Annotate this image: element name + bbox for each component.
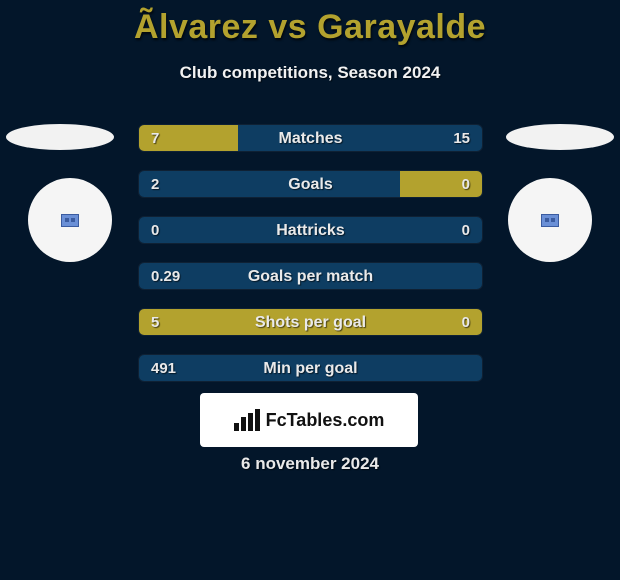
stat-value-left: 2: [139, 171, 171, 198]
stat-row: Goals2 0: [138, 170, 483, 198]
stat-metric-label: Matches: [139, 125, 482, 152]
stat-value-right: 0: [450, 171, 482, 198]
stat-value-right: 0: [450, 309, 482, 336]
stat-value-left: 0.29: [139, 263, 192, 290]
stat-metric-label: Hattricks: [139, 217, 482, 244]
bars-icon: [234, 409, 260, 431]
comparison-subtitle: Club competitions, Season 2024: [0, 63, 620, 83]
comparison-title: Ãlvarez vs Garayalde: [0, 0, 620, 47]
stat-value-left: 0: [139, 217, 171, 244]
crest-placeholder-icon: [61, 214, 79, 227]
stat-row: Min per goal491: [138, 354, 483, 382]
stat-row: Goals per match0.29: [138, 262, 483, 290]
stat-row: Matches7 15: [138, 124, 483, 152]
stat-value-left: 7: [139, 125, 171, 152]
snapshot-date: 6 november 2024: [0, 454, 620, 474]
player-photo-left: [6, 124, 114, 150]
stat-value-right: 15: [441, 125, 482, 152]
brand-label: FcTables.com: [266, 410, 385, 431]
club-crest-left: [28, 178, 112, 262]
crest-placeholder-icon: [541, 214, 559, 227]
stats-panel: Matches715Goals20Hattricks00Goals per ma…: [138, 124, 483, 400]
player-photo-right: [506, 124, 614, 150]
stat-row: Hattricks0 0: [138, 216, 483, 244]
club-crest-right: [508, 178, 592, 262]
stat-metric-label: Min per goal: [139, 355, 482, 382]
stat-value-left: 491: [139, 355, 188, 382]
stat-metric-label: Goals: [139, 171, 482, 198]
stat-metric-label: Shots per goal: [139, 309, 482, 336]
stat-value-right: 0: [450, 217, 482, 244]
stat-row: Shots per goal5 0: [138, 308, 483, 336]
brand-box: FcTables.com: [200, 393, 418, 447]
stat-value-left: 5: [139, 309, 171, 336]
